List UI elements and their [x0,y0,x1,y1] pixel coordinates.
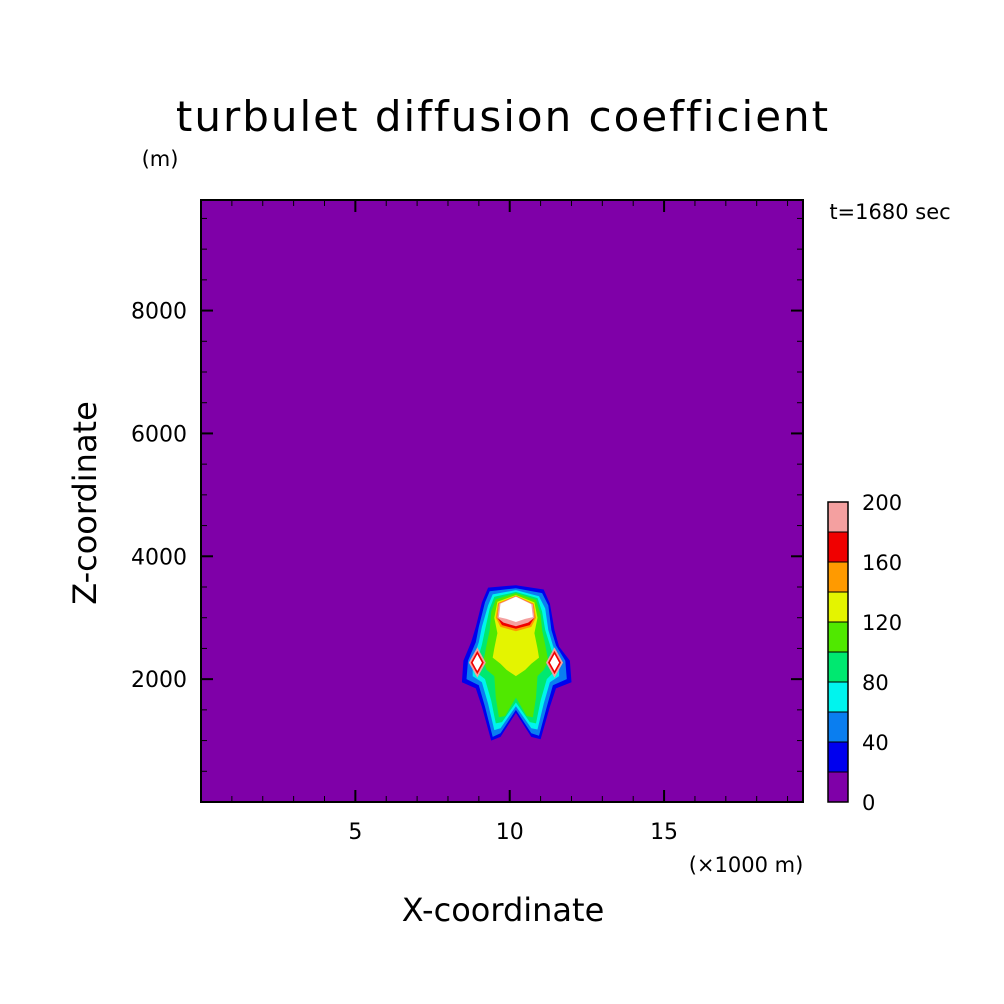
colorbar: 0 40 80 120 160 200 [827,491,902,815]
colorbar-segment-60-80 [827,681,849,713]
colorbar-segment-120-140 [827,591,849,623]
side-cell-2 [546,647,563,678]
y-unit-label: (m) [142,147,179,171]
colorbar-tick-label: 160 [862,551,902,575]
y-tick-label: 8000 [131,300,187,325]
colorbar-tick-label: 120 [862,611,902,635]
colorbar-segment-80-100 [827,651,849,683]
colorbar-tick-label: 0 [862,791,875,815]
x-tick-label: 15 [650,820,678,845]
y-tick-label: 2000 [131,668,187,693]
contour-peak-region [501,598,531,621]
chart-title: turbulet diffusion coefficient [176,92,830,141]
y-axis-label: Z-coordinate [66,401,104,605]
colorbar-segment-100-120 [827,621,849,653]
colorbar-segment-20-40 [827,741,849,773]
colorbar-segment-0-20 [827,771,849,803]
side-cell-1 [468,647,486,678]
x-tick-label: 5 [348,820,362,845]
x-axis-label: X-coordinate [402,891,605,929]
colorbar-segment-180-200 [827,501,849,533]
colorbar-segment-140-160 [827,561,849,593]
colorbar-segment-40-60 [827,711,849,743]
colorbar-tick-label: 200 [862,491,902,515]
y-tick-label: 4000 [131,545,187,570]
x-tick-label: 10 [496,820,524,845]
colorbar-tick-label: 80 [862,671,889,695]
y-tick-label: 6000 [131,422,187,447]
colorbar-frame [827,501,849,803]
time-label: t=1680 sec [829,200,950,224]
plot-frame [200,199,804,803]
plot-area [200,199,804,803]
y-tick-labels: 2000 4000 6000 8000 [131,300,187,694]
contour-fills [461,585,572,741]
colorbar-segment-160-180 [827,531,849,563]
colorbar-tick-label: 40 [862,731,889,755]
x-unit-label: (×1000 m) [689,853,804,877]
x-tick-labels: 5 10 15 [348,820,678,845]
